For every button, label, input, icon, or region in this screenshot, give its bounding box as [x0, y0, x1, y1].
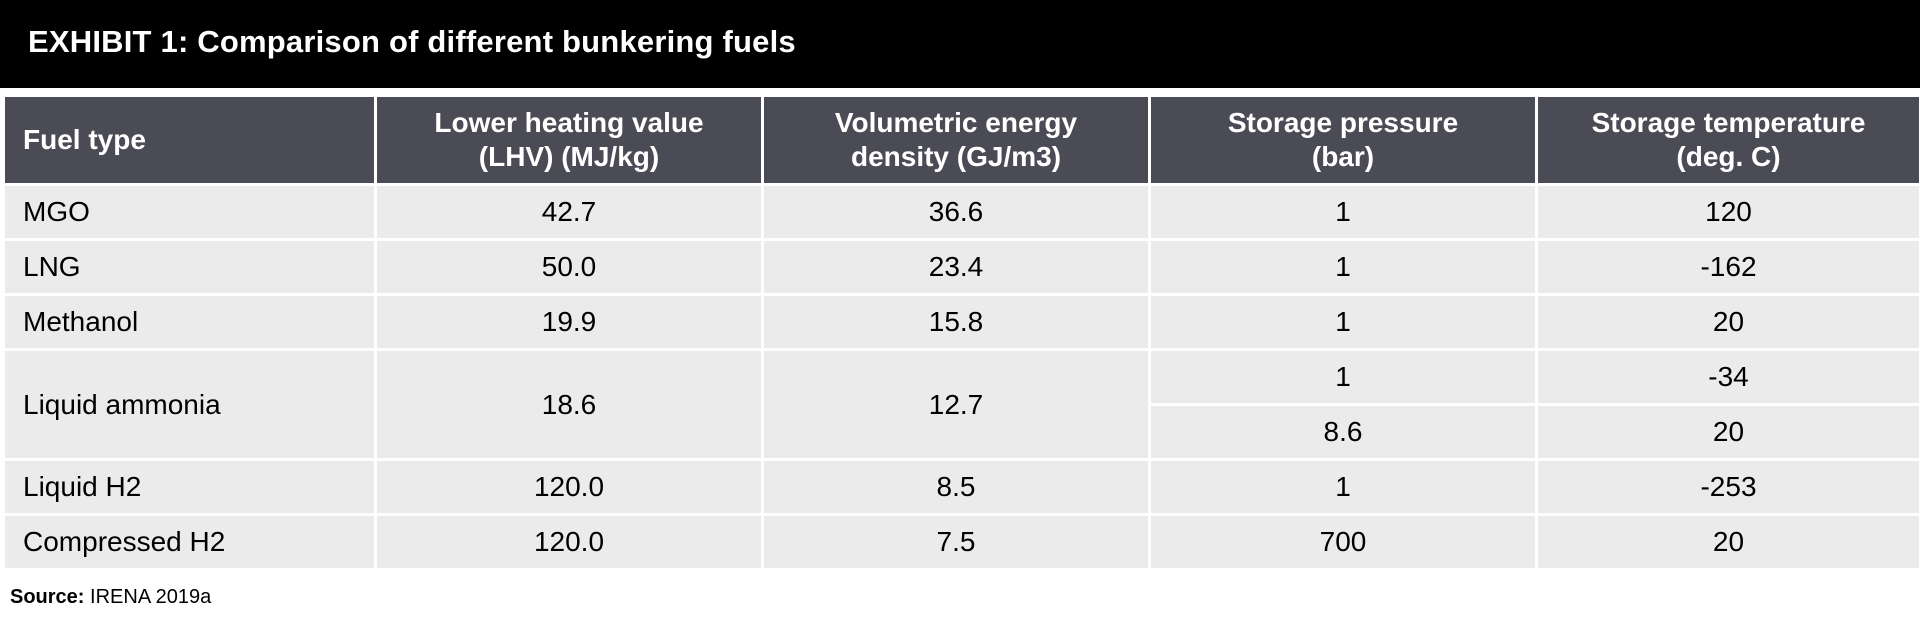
table-row: Liquid H2 120.0 8.5 1 -253	[2, 458, 1920, 516]
header-label-line2: (LHV) (MJ/kg)	[478, 141, 660, 172]
table-row: Compressed H2 120.0 7.5 700 20	[2, 513, 1920, 571]
source-text: IRENA 2019a	[90, 586, 212, 608]
header-storage-temperature: Storage temperature (deg. C)	[1535, 94, 1920, 186]
cell-volumetric-energy-density: 36.6	[761, 183, 1151, 241]
cell-lhv: 120.0	[374, 458, 764, 516]
cell-volumetric-energy-density: 15.8	[761, 293, 1151, 351]
cell-fuel-type: Methanol	[2, 293, 377, 351]
header-label-line1: Lower heating value	[434, 107, 704, 138]
cell-storage-pressure: 8.6	[1148, 403, 1538, 461]
cell-volumetric-energy-density: 12.7	[761, 348, 1151, 461]
cell-lhv: 19.9	[374, 293, 764, 351]
cell-storage-pressure: 1	[1148, 238, 1538, 296]
table-row: LNG 50.0 23.4 1 -162	[2, 238, 1920, 296]
cell-storage-pressure: 700	[1148, 513, 1538, 571]
header-label-line2: (bar)	[1311, 141, 1375, 172]
cell-fuel-type: LNG	[2, 238, 377, 296]
cell-fuel-type: Liquid ammonia	[2, 348, 377, 461]
exhibit-title: EXHIBIT 1: Comparison of different bunke…	[28, 24, 796, 59]
header-label-line1: Storage temperature	[1591, 107, 1866, 138]
cell-lhv: 120.0	[374, 513, 764, 571]
table-row: Methanol 19.9 15.8 1 20	[2, 293, 1920, 351]
cell-fuel-type: MGO	[2, 183, 377, 241]
fuel-comparison-table: Fuel type Lower heating value (LHV) (MJ/…	[2, 94, 1920, 571]
cell-storage-pressure: 1	[1148, 348, 1538, 406]
cell-volumetric-energy-density: 8.5	[761, 458, 1151, 516]
source-label: Source:	[10, 586, 85, 608]
header-lhv: Lower heating value (LHV) (MJ/kg)	[374, 94, 764, 186]
header-label-line2: density (GJ/m3)	[850, 141, 1062, 172]
header-fuel-type: Fuel type	[2, 94, 377, 186]
header-label: Fuel type	[23, 124, 146, 155]
cell-fuel-type: Compressed H2	[2, 513, 377, 571]
cell-storage-pressure: 1	[1148, 183, 1538, 241]
cell-storage-temperature: -34	[1535, 348, 1920, 406]
cell-lhv: 42.7	[374, 183, 764, 241]
cell-storage-temperature: -253	[1535, 458, 1920, 516]
source-note: Source: IRENA 2019a	[10, 586, 211, 609]
table-row: MGO 42.7 36.6 1 120	[2, 183, 1920, 241]
table-row: 8.6 20	[4, 403, 1920, 461]
header-storage-pressure: Storage pressure (bar)	[1148, 94, 1538, 186]
header-label-line2: (deg. C)	[1676, 141, 1781, 172]
cell-lhv: 50.0	[374, 238, 764, 296]
cell-storage-pressure: 1	[1148, 293, 1538, 351]
cell-volumetric-energy-density: 23.4	[761, 238, 1151, 296]
cell-storage-pressure: 1	[1148, 458, 1538, 516]
table-row: Liquid ammonia 18.6 12.7 1 -34	[2, 348, 1920, 461]
cell-lhv: 18.6	[374, 348, 764, 461]
header-label-line1: Volumetric energy	[834, 107, 1078, 138]
cell-storage-temperature: 120	[1535, 183, 1920, 241]
cell-storage-temperature: 20	[1535, 403, 1920, 461]
header-volumetric-energy-density: Volumetric energy density (GJ/m3)	[761, 94, 1151, 186]
cell-fuel-type: Liquid H2	[2, 458, 377, 516]
header-label-line1: Storage pressure	[1227, 107, 1459, 138]
cell-storage-temperature: -162	[1535, 238, 1920, 296]
title-bar: EXHIBIT 1: Comparison of different bunke…	[0, 0, 1920, 88]
cell-storage-temperature: 20	[1535, 293, 1920, 351]
cell-volumetric-energy-density: 7.5	[761, 513, 1151, 571]
header-row: Fuel type Lower heating value (LHV) (MJ/…	[2, 94, 1920, 186]
cell-storage-temperature: 20	[1535, 513, 1920, 571]
